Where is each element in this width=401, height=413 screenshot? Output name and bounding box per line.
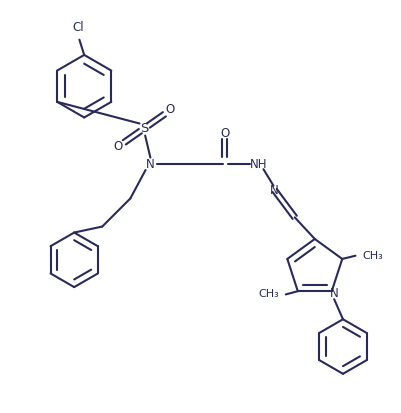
- Text: CH₃: CH₃: [362, 251, 383, 261]
- Text: CH₃: CH₃: [258, 290, 279, 299]
- Text: NH: NH: [250, 158, 267, 171]
- Text: Cl: Cl: [73, 21, 84, 34]
- Text: O: O: [220, 127, 229, 140]
- Text: N: N: [146, 158, 155, 171]
- Text: O: O: [113, 140, 123, 153]
- Text: N: N: [329, 287, 338, 300]
- Text: O: O: [166, 103, 175, 116]
- Text: S: S: [140, 122, 148, 135]
- Text: N: N: [270, 184, 279, 197]
